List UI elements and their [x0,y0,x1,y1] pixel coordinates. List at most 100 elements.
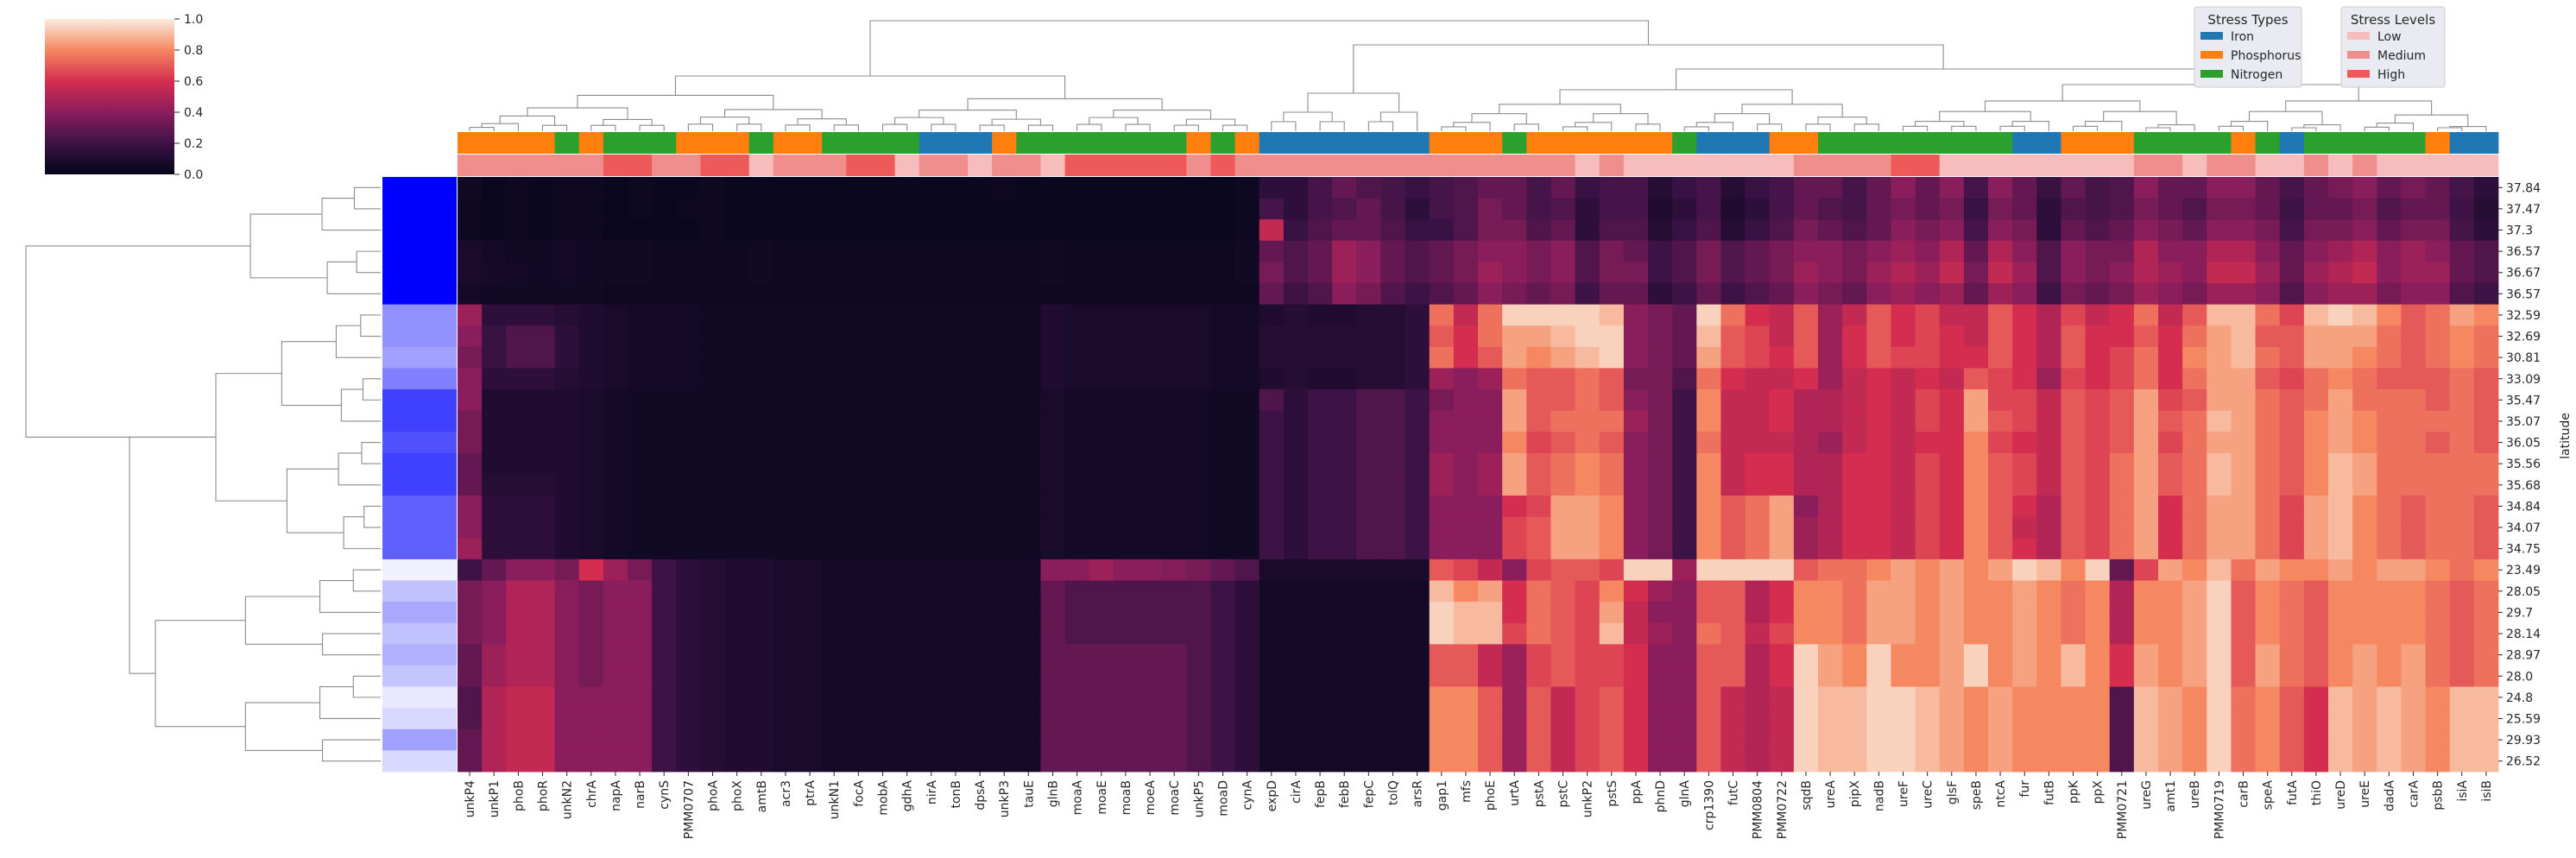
heatmap-cell [1623,240,1649,262]
heatmap-cell [1842,686,1867,709]
dendrogram-link [603,118,653,126]
heatmap-cell [1818,686,1843,709]
heatmap-cell [530,432,555,454]
heatmap-cell [1259,538,1285,560]
heatmap-cell [2377,368,2402,390]
heatmap-cell [1769,665,1795,687]
heatmap-cell [1988,283,2013,306]
heatmap-cell [458,708,483,730]
heatmap-cell [2425,240,2451,262]
heatmap-cell [1818,219,1843,242]
heatmap-cell [1672,368,1697,390]
heatmap-cell [870,389,895,412]
heatmap-cell [1405,177,1430,199]
heatmap-cell [1405,325,1430,348]
heatmap-cell [1186,219,1211,242]
heatmap-cell [2182,177,2207,199]
row-color-cell [382,750,457,773]
stress-type-cell [2012,132,2037,154]
heatmap-cell [1550,325,1575,348]
heatmap-cell [846,389,871,412]
heatmap-cell [1526,325,1551,348]
heatmap-cell [1988,346,2013,369]
dendrogram-link [340,388,381,422]
stress-level-cell [992,155,1017,176]
heatmap-cell [1963,432,1989,454]
heatmap-cell [1988,262,2013,284]
heatmap-cell [1502,177,1527,199]
heatmap-cell [1138,622,1163,645]
heatmap-cell [2401,686,2426,709]
heatmap-cell [1210,516,1235,539]
heatmap-cell [2279,368,2305,390]
heatmap-cell [2449,665,2475,687]
heatmap-cell [1332,410,1357,432]
heatmap-cell [2012,516,2037,539]
heatmap-cell [2133,304,2159,326]
heatmap-cell [1478,750,1503,773]
heatmap-cell [1963,304,1989,326]
heatmap-cell [482,389,507,412]
heatmap-cell [2012,346,2037,369]
heatmap-cell [1575,198,1601,220]
heatmap-cell [1283,708,1309,730]
row-tick-label: 28.97 [2506,649,2541,663]
heatmap-cell [1016,304,1041,326]
heatmap-cell [2279,622,2305,645]
stress-level-cell [2061,155,2086,176]
legend-swatch [2347,51,2370,59]
heatmap-cell [1988,304,2013,326]
heatmap-cell [1016,177,1041,199]
heatmap-cell [1040,198,1065,220]
heatmap-cell [1769,580,1795,602]
column-tick-label: moaB [1120,780,1133,815]
heatmap-cell [748,452,774,475]
heatmap-cell [919,538,944,560]
heatmap-cell [1648,325,1673,348]
heatmap-cell [506,240,531,262]
heatmap-cell [1866,240,1891,262]
heatmap-cell [1963,558,1989,581]
heatmap-cell [1769,474,1795,496]
stress-level-cell [603,155,628,176]
heatmap-cell [1550,432,1575,454]
heatmap-cell [1162,346,1187,369]
heatmap-cell [1259,283,1285,306]
heatmap-cell [2425,644,2451,666]
stress-level-cell [1308,155,1333,176]
heatmap-cell [1526,368,1551,390]
heatmap-cell [2085,580,2111,602]
heatmap-cell [1429,410,1455,432]
heatmap-cell [2036,644,2061,666]
heatmap-cell [1550,580,1575,602]
heatmap-cell [2328,346,2353,369]
heatmap-cell [1016,262,1041,284]
heatmap-cell [1478,538,1503,560]
heatmap-cell [676,474,701,496]
heatmap-cell [870,495,895,518]
heatmap-cell [2328,665,2353,687]
heatmap-cell [2158,304,2183,326]
heatmap-cell [1672,262,1697,284]
heatmap-cell [798,580,823,602]
heatmap-cell [2255,622,2281,645]
dendrogram-link [1222,124,1248,131]
heatmap-cell [1138,346,1163,369]
heatmap-cell [2231,452,2256,475]
heatmap-cell [700,474,725,496]
heatmap-cell [1575,325,1601,348]
heatmap-cell [530,580,555,602]
heatmap-cell [2061,558,2086,581]
heatmap-cell [1793,452,1819,475]
heatmap-cell [748,198,774,220]
row-color-cell [382,432,457,454]
heatmap-cell [1332,304,1357,326]
heatmap-cell [1793,538,1819,560]
stress-type-color-bar [458,132,2499,154]
heatmap-cell [798,495,823,518]
heatmap-cell [1040,283,1065,306]
heatmap-cell [1720,304,1746,326]
heatmap-cell [1599,304,1625,326]
heatmap-cell [992,538,1017,560]
heatmap-cell [1915,432,1941,454]
